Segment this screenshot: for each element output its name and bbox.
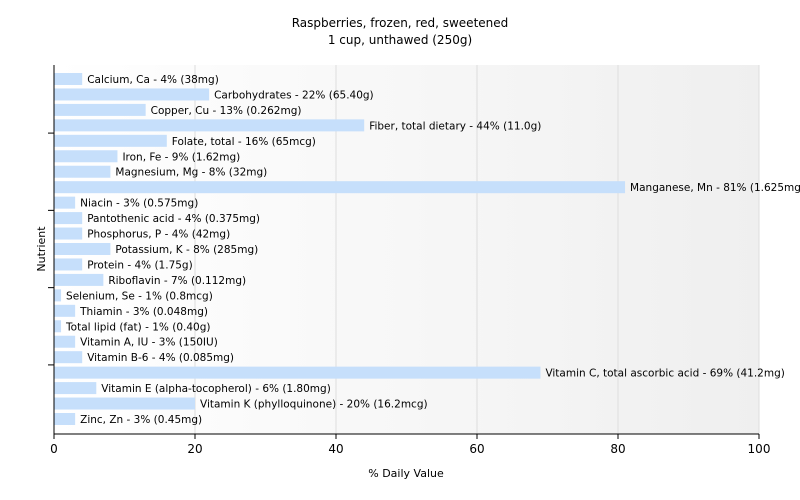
bar (54, 88, 210, 101)
bar (54, 150, 118, 163)
bar (54, 212, 83, 225)
bar-data-label: Vitamin K (phylloquinone) - 20% (16.2mcg… (200, 399, 428, 411)
bar-data-label: Potassium, K - 8% (285mg) (115, 244, 258, 256)
bar (54, 273, 104, 286)
bar (54, 181, 626, 194)
bar (54, 243, 111, 255)
bar (54, 351, 83, 364)
bar-data-label: Magnesium, Mg - 8% (32mg) (115, 167, 267, 179)
bar (54, 258, 83, 271)
bar-data-label: Zinc, Zn - 3% (0.45mg) (80, 414, 202, 426)
bar (54, 289, 62, 302)
bar (54, 227, 83, 240)
x-tick-label: 20 (187, 442, 202, 456)
bar (54, 320, 62, 333)
bar-data-label: Pantothenic acid - 4% (0.375mg) (87, 213, 260, 225)
bar (54, 73, 83, 85)
chart-title: Raspberries, frozen, red, sweetened (292, 16, 509, 30)
bar-data-label: Vitamin E (alpha-tocopherol) - 6% (1.80m… (101, 383, 330, 395)
bar-data-label: Total lipid (fat) - 1% (0.40g) (65, 321, 210, 333)
chart-subtitle: 1 cup, unthawed (250g) (328, 33, 472, 47)
bar (54, 413, 76, 425)
bar-data-label: Folate, total - 16% (65mcg) (172, 136, 316, 148)
bar (54, 397, 195, 410)
bar-data-label: Carbohydrates - 22% (65.40g) (214, 89, 374, 101)
bar-labels: Calcium, Ca - 4% (38mg) Carbohydrates - 2… (65, 74, 800, 426)
bar-data-label: Calcium, Ca - 4% (38mg) (87, 74, 219, 86)
bar (54, 382, 97, 395)
bar-data-label: Manganese, Mn - 81% (1.625mg) (630, 182, 800, 194)
y-axis-title: Nutrient (35, 226, 48, 272)
bar-data-label: Selenium, Se - 1% (0.8mcg) (66, 290, 213, 302)
x-axis-title: % Daily Value (368, 467, 444, 480)
x-tick-label: 40 (328, 442, 343, 456)
bar (54, 165, 111, 178)
bar-data-label: Riboflavin - 7% (0.112mg) (108, 275, 246, 287)
bar (54, 304, 76, 317)
bar-data-label: Thiamin - 3% (0.048mg) (79, 306, 208, 318)
bar-data-label: Fiber, total dietary - 44% (11.0g) (369, 120, 541, 132)
bars (54, 73, 626, 425)
x-tick-label: 60 (469, 442, 484, 456)
x-tick-label: 80 (610, 442, 625, 456)
bar-data-label: Vitamin B-6 - 4% (0.085mg) (87, 352, 234, 364)
x-tick-label: 0 (50, 442, 58, 456)
bar-data-label: Protein - 4% (1.75g) (87, 259, 193, 271)
bar (54, 366, 541, 379)
y-axis-ticks (48, 132, 54, 366)
bar-data-label: Copper, Cu - 13% (0.262mg) (151, 105, 302, 117)
bar (54, 103, 146, 116)
bar-data-label: Niacin - 3% (0.575mg) (80, 198, 198, 210)
bar-data-label: Vitamin A, IU - 3% (150IU) (80, 337, 218, 349)
bar-data-label: Vitamin C, total ascorbic acid - 69% (41… (545, 368, 784, 380)
bar (54, 335, 76, 348)
bar (54, 119, 365, 132)
x-axis-ticks: 0 20 40 60 80 100 (50, 434, 770, 456)
bar-data-label: Phosphorus, P - 4% (42mg) (87, 229, 230, 241)
bar (54, 196, 76, 209)
x-tick-label: 100 (748, 442, 771, 456)
bar-data-label: Iron, Fe - 9% (1.62mg) (122, 151, 240, 163)
bar (54, 134, 167, 147)
